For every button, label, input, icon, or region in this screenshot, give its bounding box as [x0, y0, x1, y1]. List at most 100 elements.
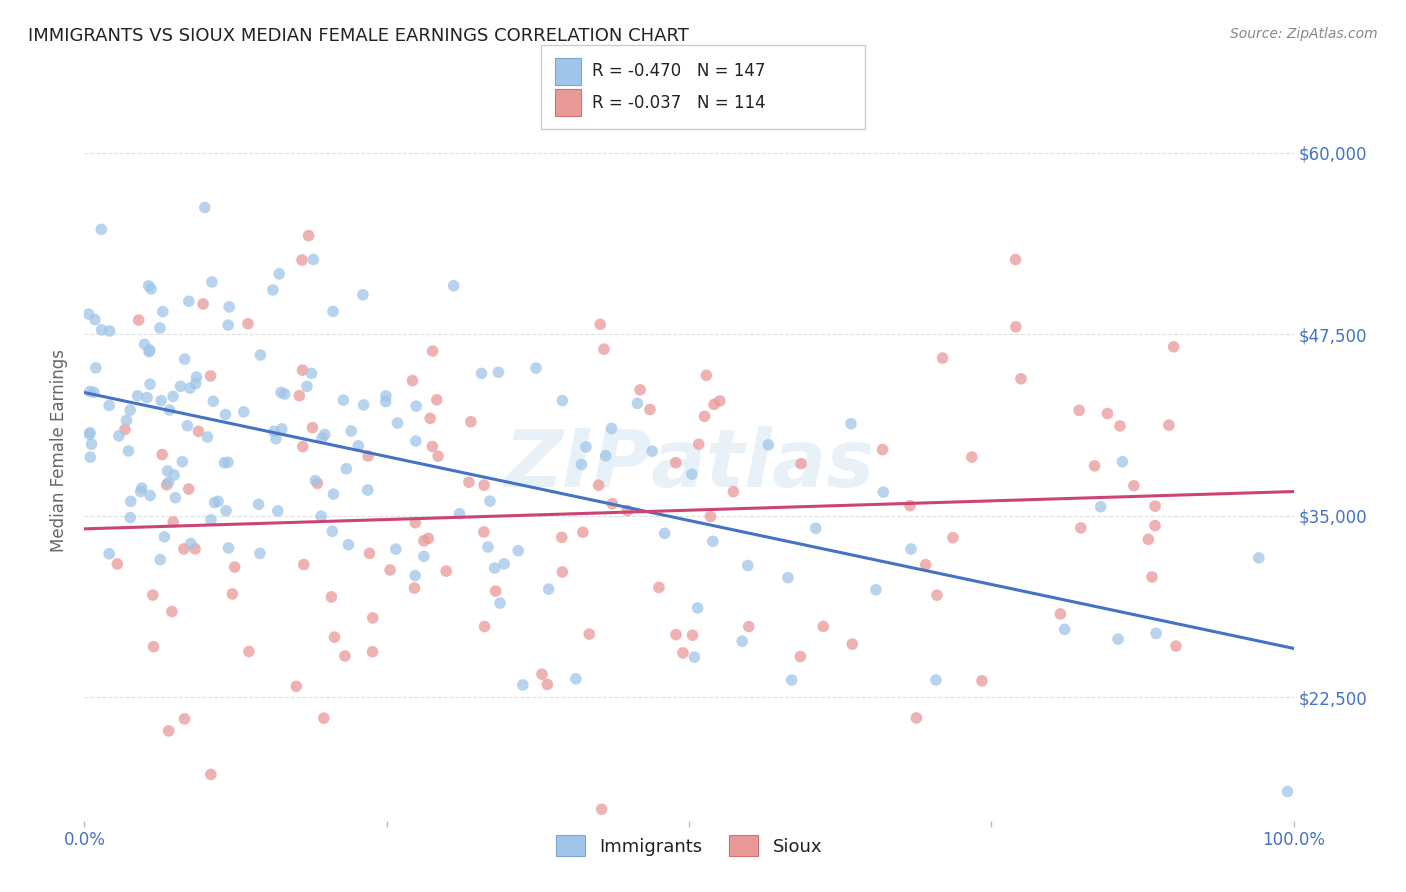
Immigrants — [165, 491, 187, 505]
Immigrants — [218, 300, 240, 314]
Immigrants — [202, 394, 225, 409]
Immigrants — [149, 321, 172, 335]
Immigrants — [90, 323, 112, 337]
Sioux — [1084, 458, 1107, 473]
Immigrants — [872, 485, 894, 500]
Immigrants — [152, 304, 174, 318]
Immigrants — [595, 449, 617, 463]
Immigrants — [194, 201, 217, 215]
Immigrants — [138, 278, 160, 293]
Sioux — [200, 368, 222, 383]
Immigrants — [1144, 626, 1167, 640]
Immigrants — [136, 391, 159, 405]
Immigrants — [387, 416, 409, 430]
Sioux — [361, 611, 384, 625]
Immigrants — [159, 403, 181, 417]
Sioux — [419, 411, 441, 425]
Sioux — [790, 457, 813, 471]
Immigrants — [127, 389, 149, 403]
Immigrants — [98, 547, 121, 561]
Immigrants — [180, 536, 202, 550]
Immigrants — [134, 337, 156, 351]
Sioux — [914, 558, 936, 572]
Sioux — [588, 478, 610, 492]
Sioux — [359, 546, 381, 560]
Immigrants — [776, 571, 799, 585]
Immigrants — [204, 495, 226, 509]
Sioux — [434, 564, 457, 578]
Immigrants — [301, 367, 323, 381]
Immigrants — [353, 398, 375, 412]
Immigrants — [249, 546, 271, 560]
Immigrants — [337, 538, 360, 552]
Immigrants — [322, 304, 344, 318]
Sioux — [378, 563, 401, 577]
Immigrants — [129, 484, 152, 499]
Sioux — [200, 767, 222, 781]
Immigrants — [83, 385, 105, 400]
Immigrants — [512, 678, 534, 692]
Immigrants — [321, 524, 343, 539]
Immigrants — [304, 474, 326, 488]
Immigrants — [865, 582, 887, 597]
Immigrants — [925, 673, 948, 687]
Sioux — [142, 588, 165, 602]
Text: R = -0.037   N = 114: R = -0.037 N = 114 — [592, 94, 765, 112]
Sioux — [695, 368, 717, 383]
Immigrants — [340, 424, 363, 438]
Sioux — [361, 645, 384, 659]
Immigrants — [264, 432, 287, 446]
Sioux — [224, 560, 246, 574]
Immigrants — [179, 381, 201, 395]
Sioux — [191, 297, 214, 311]
Immigrants — [508, 543, 530, 558]
Sioux — [288, 389, 311, 403]
Immigrants — [267, 504, 290, 518]
Immigrants — [131, 481, 153, 495]
Sioux — [357, 449, 380, 463]
Immigrants — [449, 507, 471, 521]
Immigrants — [217, 455, 239, 469]
Sioux — [420, 440, 443, 454]
Immigrants — [494, 557, 516, 571]
Immigrants — [173, 352, 195, 367]
Sioux — [426, 392, 449, 407]
Sioux — [960, 450, 983, 464]
Sioux — [738, 619, 761, 633]
Immigrants — [153, 530, 176, 544]
Sioux — [312, 711, 335, 725]
Sioux — [157, 723, 180, 738]
Immigrants — [484, 561, 506, 575]
Immigrants — [139, 377, 162, 392]
Immigrants — [311, 431, 333, 445]
Immigrants — [737, 558, 759, 573]
Sioux — [291, 440, 314, 454]
Immigrants — [352, 287, 374, 301]
Sioux — [638, 402, 661, 417]
Immigrants — [201, 275, 224, 289]
Sioux — [291, 363, 314, 377]
Immigrants — [217, 318, 239, 332]
Immigrants — [98, 399, 121, 413]
Sioux — [530, 667, 553, 681]
Immigrants — [309, 509, 332, 524]
Sioux — [298, 228, 321, 243]
Sioux — [693, 409, 716, 424]
Sioux — [572, 525, 595, 540]
Sioux — [460, 415, 482, 429]
Immigrants — [83, 312, 105, 326]
Sioux — [648, 581, 671, 595]
Immigrants — [270, 422, 292, 436]
Sioux — [589, 318, 612, 332]
Sioux — [128, 313, 150, 327]
Sioux — [1097, 407, 1119, 421]
Immigrants — [804, 521, 827, 535]
Sioux — [1140, 570, 1163, 584]
Immigrants — [600, 421, 623, 435]
Immigrants — [322, 487, 344, 501]
Immigrants — [571, 458, 593, 472]
Immigrants — [249, 348, 271, 362]
Sioux — [578, 627, 600, 641]
Sioux — [422, 344, 444, 359]
Immigrants — [374, 394, 396, 409]
